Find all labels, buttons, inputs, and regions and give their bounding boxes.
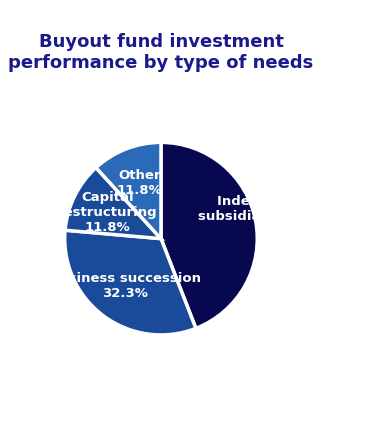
Text: Independence of
subsidiary companies
44.1%: Independence of subsidiary companies 44.… xyxy=(198,195,361,238)
Text: Capital
restructuring
11.8%: Capital restructuring 11.8% xyxy=(58,191,157,234)
Wedge shape xyxy=(161,142,257,329)
Text: Business succession
32.3%: Business succession 32.3% xyxy=(49,272,201,301)
Wedge shape xyxy=(65,230,196,335)
Text: Other
11.8%: Other 11.8% xyxy=(117,169,162,197)
Title: Buyout fund investment
performance by type of needs: Buyout fund investment performance by ty… xyxy=(9,33,314,72)
Wedge shape xyxy=(96,142,161,239)
Wedge shape xyxy=(65,168,161,239)
